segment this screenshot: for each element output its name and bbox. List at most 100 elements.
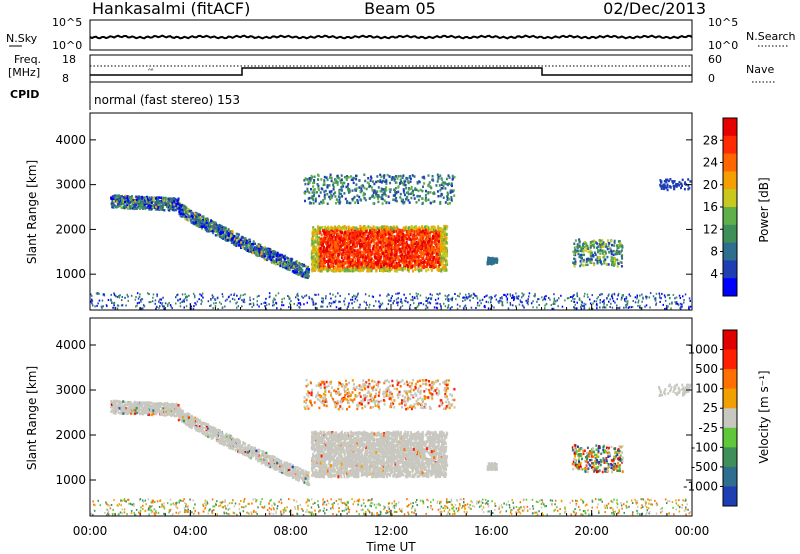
echo-cell (584, 292, 586, 295)
echo-cell (326, 226, 329, 230)
echo-cell (170, 204, 172, 208)
echo-cell (149, 198, 152, 201)
echo-cell (416, 232, 419, 236)
echo-cell (129, 196, 132, 199)
echo-cell (327, 235, 330, 238)
echo-cell (447, 298, 449, 301)
echo-cell (129, 207, 132, 210)
echo-cell (240, 294, 242, 297)
echo-cell (399, 264, 402, 268)
echo-cell (422, 256, 425, 260)
echo-cell (158, 300, 160, 303)
echo-cell (226, 230, 229, 233)
echo-cell (504, 293, 506, 296)
echo-cell (388, 265, 391, 269)
echo-cell (243, 298, 245, 301)
echo-cell (236, 301, 238, 304)
echo-cell (609, 298, 611, 301)
echo-cell (171, 200, 174, 204)
echo-cell (376, 243, 379, 247)
echo-cell (593, 300, 596, 303)
echo-cell (376, 264, 379, 268)
echo-cell (509, 294, 512, 297)
freq-label: Freq. (14, 53, 41, 66)
echo-cell (364, 259, 367, 263)
echo-cell (358, 254, 361, 258)
echo-cell (143, 201, 146, 204)
echo-cell (408, 232, 411, 236)
echo-cell (265, 297, 267, 300)
echo-cell (249, 296, 251, 299)
echo-cell (227, 228, 230, 231)
echo-cell (357, 239, 360, 243)
echo-cell (636, 297, 638, 300)
echo-cell (393, 243, 396, 247)
echo-cell (228, 238, 231, 241)
echo-cell (270, 259, 273, 263)
echo-cell (348, 253, 351, 257)
echo-cell (362, 225, 365, 229)
echo-cell (269, 295, 271, 298)
echo-cell (525, 299, 527, 302)
echo-cell (217, 226, 220, 229)
echo-cell (283, 258, 286, 261)
echo-cell (315, 293, 317, 296)
echo-cell (271, 255, 274, 259)
echo-cell (368, 253, 371, 257)
echo-cell (383, 255, 386, 259)
echo-cell (343, 269, 346, 273)
echo-cell (337, 232, 340, 236)
echo-cell (365, 226, 368, 230)
echo-cell (296, 294, 298, 297)
echo-cell (132, 199, 135, 202)
echo-cell (679, 297, 682, 299)
echo-cell (501, 303, 503, 306)
echo-cell (334, 236, 337, 240)
echo-cell (601, 293, 603, 296)
echo-cell (368, 240, 371, 243)
nave-tick-low: 0 (708, 72, 715, 85)
echo-cell (424, 307, 427, 310)
echo-cell (224, 305, 226, 308)
echo-cell (201, 217, 204, 220)
echo-cell (251, 250, 254, 253)
echo-cell (403, 255, 406, 259)
echo-cell (271, 253, 273, 257)
echo-cell (183, 213, 186, 216)
echo-cell (368, 306, 370, 309)
echo-cell (254, 242, 257, 246)
echo-cell (113, 302, 115, 305)
echo-cell (163, 308, 165, 310)
echo-cell (355, 240, 358, 244)
echo-cell (292, 266, 295, 269)
echo-cell (357, 306, 360, 309)
echo-cell (363, 225, 366, 229)
echo-cell (317, 238, 320, 242)
echo-cell (400, 238, 403, 241)
echo-cell (326, 178, 329, 182)
echo-cell (286, 263, 289, 266)
echo-cell (420, 240, 423, 244)
echo-cell (344, 252, 347, 255)
echo-cell (189, 218, 192, 222)
echo-cell (433, 306, 436, 309)
echo-cell (363, 251, 366, 254)
echo-cell (275, 258, 278, 261)
echo-cell (322, 254, 324, 258)
echo-cell (658, 296, 661, 299)
echo-cell (353, 266, 356, 270)
echo-cell (297, 269, 300, 272)
echo-cell (183, 306, 185, 309)
echo-cell (408, 253, 411, 257)
echo-cell (388, 246, 390, 250)
echo-cell (288, 298, 291, 300)
echo-cell (343, 238, 346, 242)
echo-cell (345, 268, 348, 272)
echo-cell (385, 262, 388, 266)
echo-cell (321, 297, 323, 300)
echo-cell (136, 205, 139, 209)
echo-cell (418, 246, 420, 250)
echo-cell (359, 244, 361, 248)
echo-cell (227, 234, 230, 238)
echo-cell (205, 227, 208, 231)
